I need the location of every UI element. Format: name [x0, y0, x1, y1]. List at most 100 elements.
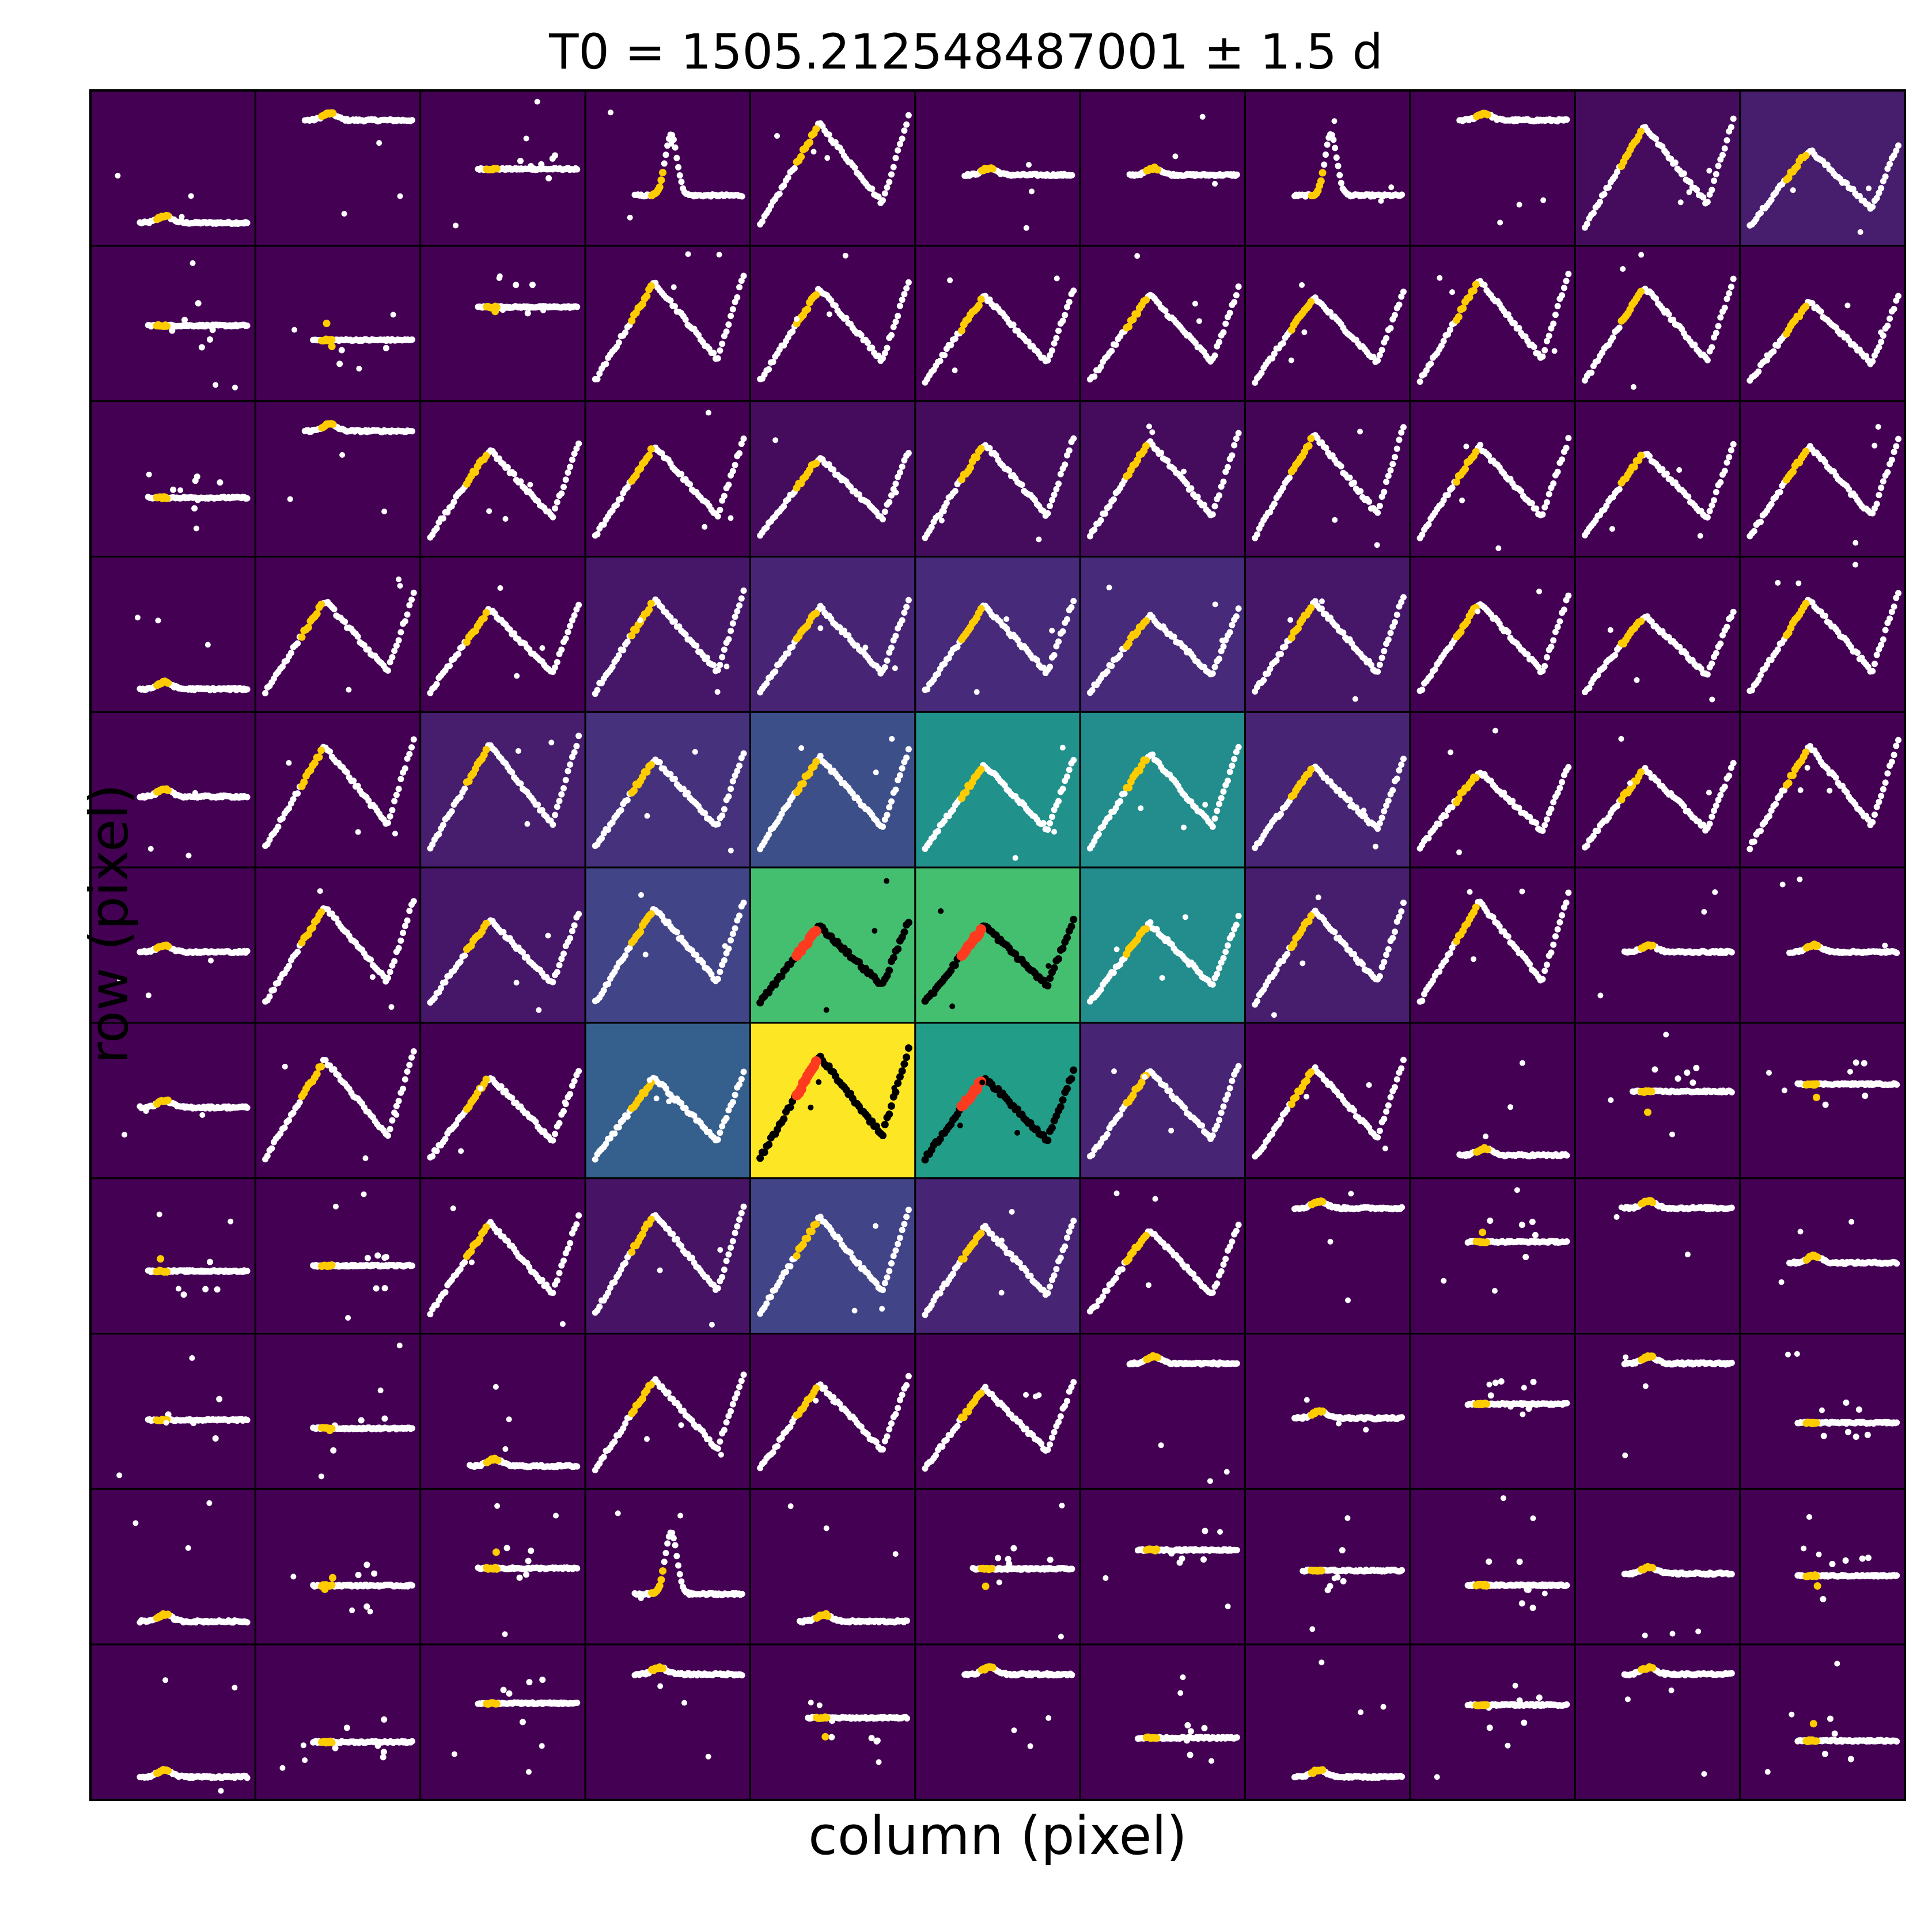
lightcurve-point: [675, 164, 682, 170]
pixel-cell-r0-c4: [749, 89, 916, 247]
outlier-point: [1332, 517, 1338, 523]
lightcurve-point: [1385, 472, 1392, 479]
pixel-cell-r0-c8: [1409, 89, 1576, 247]
lightcurve-point: [556, 962, 563, 969]
outlier-point: [668, 141, 675, 147]
outlier-point: [702, 524, 708, 530]
outlier-point: [190, 260, 196, 266]
lightcurve-point: [1214, 807, 1221, 814]
outlier-point: [1287, 617, 1294, 623]
lightcurve-point: [433, 681, 440, 688]
lightcurve-point: [406, 602, 413, 609]
lightcurve-point: [776, 190, 783, 197]
transit-window-point: [1154, 166, 1162, 174]
lightcurve-point: [899, 617, 906, 624]
outlier-point: [1202, 802, 1209, 808]
lightcurve-point: [1062, 461, 1069, 468]
outlier-point: [1459, 497, 1465, 503]
lightcurve-point: [275, 823, 282, 830]
lightcurve-point: [545, 175, 552, 182]
lightcurve-point: [558, 646, 565, 653]
transit-window-point: [656, 183, 664, 191]
lightcurve-point: [1713, 802, 1719, 809]
lightcurve-point: [1886, 315, 1893, 322]
lightcurve-point: [1680, 170, 1687, 177]
lightcurve-point: [1751, 838, 1757, 845]
lightcurve-point: [1730, 275, 1737, 282]
pixel-cell-r3-c1: [254, 555, 422, 713]
lightcurve-point: [517, 157, 524, 164]
pixel-cell-r1-c10: [1739, 245, 1906, 403]
outlier-point: [1844, 302, 1851, 309]
lightcurve-point: [1871, 661, 1878, 668]
outlier-point: [607, 109, 613, 116]
lightcurve-point: [1396, 301, 1403, 308]
lightcurve-point: [294, 640, 301, 647]
lightcurve-point: [567, 761, 574, 768]
lightcurve-point: [1653, 135, 1660, 142]
pixel-cell-background: [1079, 711, 1247, 869]
lightcurve-point: [1873, 501, 1880, 507]
outlier-point: [714, 689, 721, 695]
lightcurve-point: [899, 296, 906, 303]
lightcurve-point: [1044, 510, 1051, 517]
lightcurve-point: [1706, 820, 1713, 827]
lightcurve-point: [937, 358, 944, 365]
lightcurve-point: [1235, 430, 1242, 437]
transit-window-point: [329, 109, 337, 117]
lightcurve-point: [671, 775, 678, 782]
outlier-point: [1866, 185, 1872, 192]
lightcurve-point: [387, 969, 393, 976]
lightcurve-point: [558, 490, 565, 497]
pixel-cell-r4-c3: [584, 711, 751, 869]
lightcurve-point: [1543, 816, 1550, 823]
lightcurve-point: [454, 650, 461, 657]
outlier-point: [232, 384, 238, 390]
transit-window-point: [1305, 442, 1313, 450]
lightcurve-point: [672, 144, 679, 151]
pixel-cell-background: [914, 711, 1081, 869]
lightcurve-point: [1095, 831, 1102, 837]
lightcurve-point: [1612, 651, 1619, 658]
lightcurve-point: [759, 218, 766, 225]
lightcurve-point: [1338, 180, 1344, 187]
lightcurve-point: [554, 659, 560, 666]
outlier-point: [1709, 696, 1715, 703]
transit-window-point: [1637, 127, 1645, 135]
lightcurve-point: [1721, 783, 1728, 790]
lightcurve-point: [391, 798, 398, 805]
lightcurve-point: [1590, 210, 1597, 217]
lightcurve-point: [594, 376, 601, 382]
outlier-point: [1352, 696, 1358, 702]
lightcurve-point: [1726, 454, 1733, 461]
lightcurve-point: [397, 776, 404, 783]
lightcurve-point: [1351, 479, 1358, 486]
lightcurve-point: [1559, 456, 1566, 463]
lightcurve-point: [791, 165, 798, 172]
lightcurve-point: [410, 589, 417, 596]
pixel-cell-r1-c6: [1079, 245, 1247, 403]
lightcurve-point: [736, 602, 743, 609]
outlier-point: [728, 515, 734, 521]
lightcurve-point: [1229, 763, 1236, 769]
lightcurve-point: [565, 768, 571, 775]
lightcurve-point: [881, 664, 888, 671]
transit-window-point: [1319, 169, 1327, 177]
outlier-point: [810, 149, 817, 155]
lightcurve-point: [1381, 807, 1388, 814]
lightcurve-point: [725, 793, 732, 800]
outlier-point: [179, 214, 185, 220]
lightcurve-point: [244, 947, 251, 954]
lightcurve-point: [1776, 488, 1783, 495]
outlier-point: [1288, 357, 1294, 363]
lightcurve-point: [575, 911, 582, 917]
lightcurve-point: [287, 650, 294, 657]
lightcurve-point: [1278, 810, 1285, 817]
pixel-cell-r0-c0: [89, 89, 256, 247]
pixel-cell-r5-c3: [584, 866, 751, 1024]
transit-window-point: [1802, 600, 1810, 608]
lightcurve-point: [195, 300, 202, 307]
lightcurve-point: [1713, 488, 1719, 495]
lightcurve-point: [905, 597, 912, 604]
lightcurve-point: [869, 185, 876, 192]
